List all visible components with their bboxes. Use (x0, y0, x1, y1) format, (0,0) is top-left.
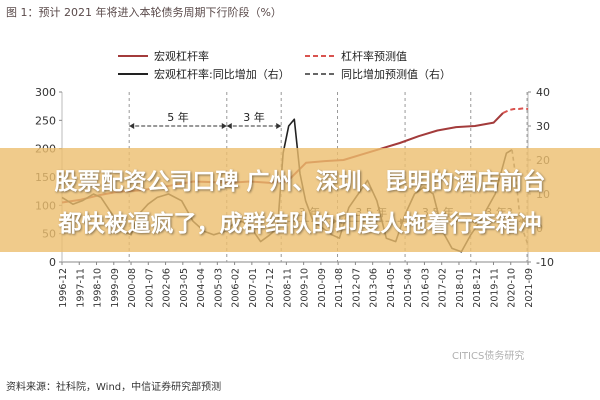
legend-label: 杠杆率预测值 (341, 49, 407, 63)
x-tick-label: 2019-11 (489, 268, 500, 308)
y-tick-label-left: 0 (49, 256, 56, 269)
x-tick-label: 2007-01 (248, 268, 259, 308)
x-tick-label: 2000-08 (127, 268, 138, 308)
overlay-line-2: 都快被逼疯了，成群结队的印度人拖着行李箱冲 (58, 211, 542, 237)
y-tick-label-left: 300 (35, 86, 56, 99)
x-tick-label: 2005-03 (213, 268, 224, 308)
x-tick-label: 2002-06 (162, 268, 173, 308)
x-tick-label: 2021-09 (524, 268, 535, 308)
x-tick-label: 2018-12 (472, 268, 483, 308)
watermark-text: CITICS债务研究 (452, 351, 525, 362)
y-tick-label-right: 30 (536, 120, 550, 133)
x-tick-label: 2003-05 (179, 268, 190, 308)
x-tick-label: 2004-04 (196, 268, 207, 308)
annotation-label: 5 年 (167, 110, 189, 124)
source-note: 资料来源：社科院，Wind，中信证券研究部预测 (6, 382, 222, 393)
x-tick-label: 1996-12 (58, 268, 69, 308)
legend-label: 宏观杠杆率 (154, 49, 209, 63)
y-tick-label-right: -10 (536, 256, 554, 269)
x-tick-label: 2010-09 (317, 268, 328, 308)
x-tick-label: 1999-09 (110, 268, 121, 308)
legend-label: 同比增加预测值（右） (341, 67, 451, 81)
annotation-arrowhead (129, 123, 135, 129)
legend-label: 宏观杠杆率:同比增加（右） (154, 67, 290, 81)
x-tick-label: 2012-07 (351, 268, 362, 308)
x-tick-label: 2018-01 (455, 268, 466, 308)
x-tick-label: 2016-03 (420, 268, 431, 308)
x-tick-label: 2001-07 (144, 268, 155, 308)
x-tick-label: 2009-10 (300, 268, 311, 308)
x-tick-label: 2017-02 (438, 268, 449, 308)
x-tick-label: 2015-04 (403, 268, 414, 308)
x-tick-label: 2006-02 (231, 268, 242, 308)
annotation-label: 3 年 (243, 110, 265, 124)
x-tick-label: 1998-10 (93, 268, 104, 308)
annotation-arrowhead (221, 123, 227, 129)
x-tick-label: 2014-05 (386, 268, 397, 308)
y-tick-label-right: 40 (536, 86, 550, 99)
x-tick-label: 2011-08 (334, 268, 345, 308)
series-line-1 (502, 107, 529, 114)
annotation-arrowhead (276, 123, 282, 129)
x-tick-label: 1997-11 (75, 268, 86, 308)
x-tick-label: 2020-10 (507, 268, 518, 308)
x-tick-label: 2007-12 (265, 268, 276, 308)
text-overlay-banner: 股票配资公司口碑 广州、深圳、昆明的酒店前台 都快被逼疯了，成群结队的印度人拖着… (0, 148, 600, 252)
x-tick-label: 2013-06 (369, 268, 380, 308)
annotation-arrowhead (226, 123, 232, 129)
x-tick-label: 2008-11 (282, 268, 293, 308)
figure-title: 图 1：预计 2021 年将进入本轮债务周期下行阶段（%） (6, 6, 282, 19)
y-tick-label-left: 250 (35, 114, 56, 127)
overlay-line-1: 股票配资公司口碑 广州、深圳、昆明的酒店前台 (54, 169, 546, 195)
